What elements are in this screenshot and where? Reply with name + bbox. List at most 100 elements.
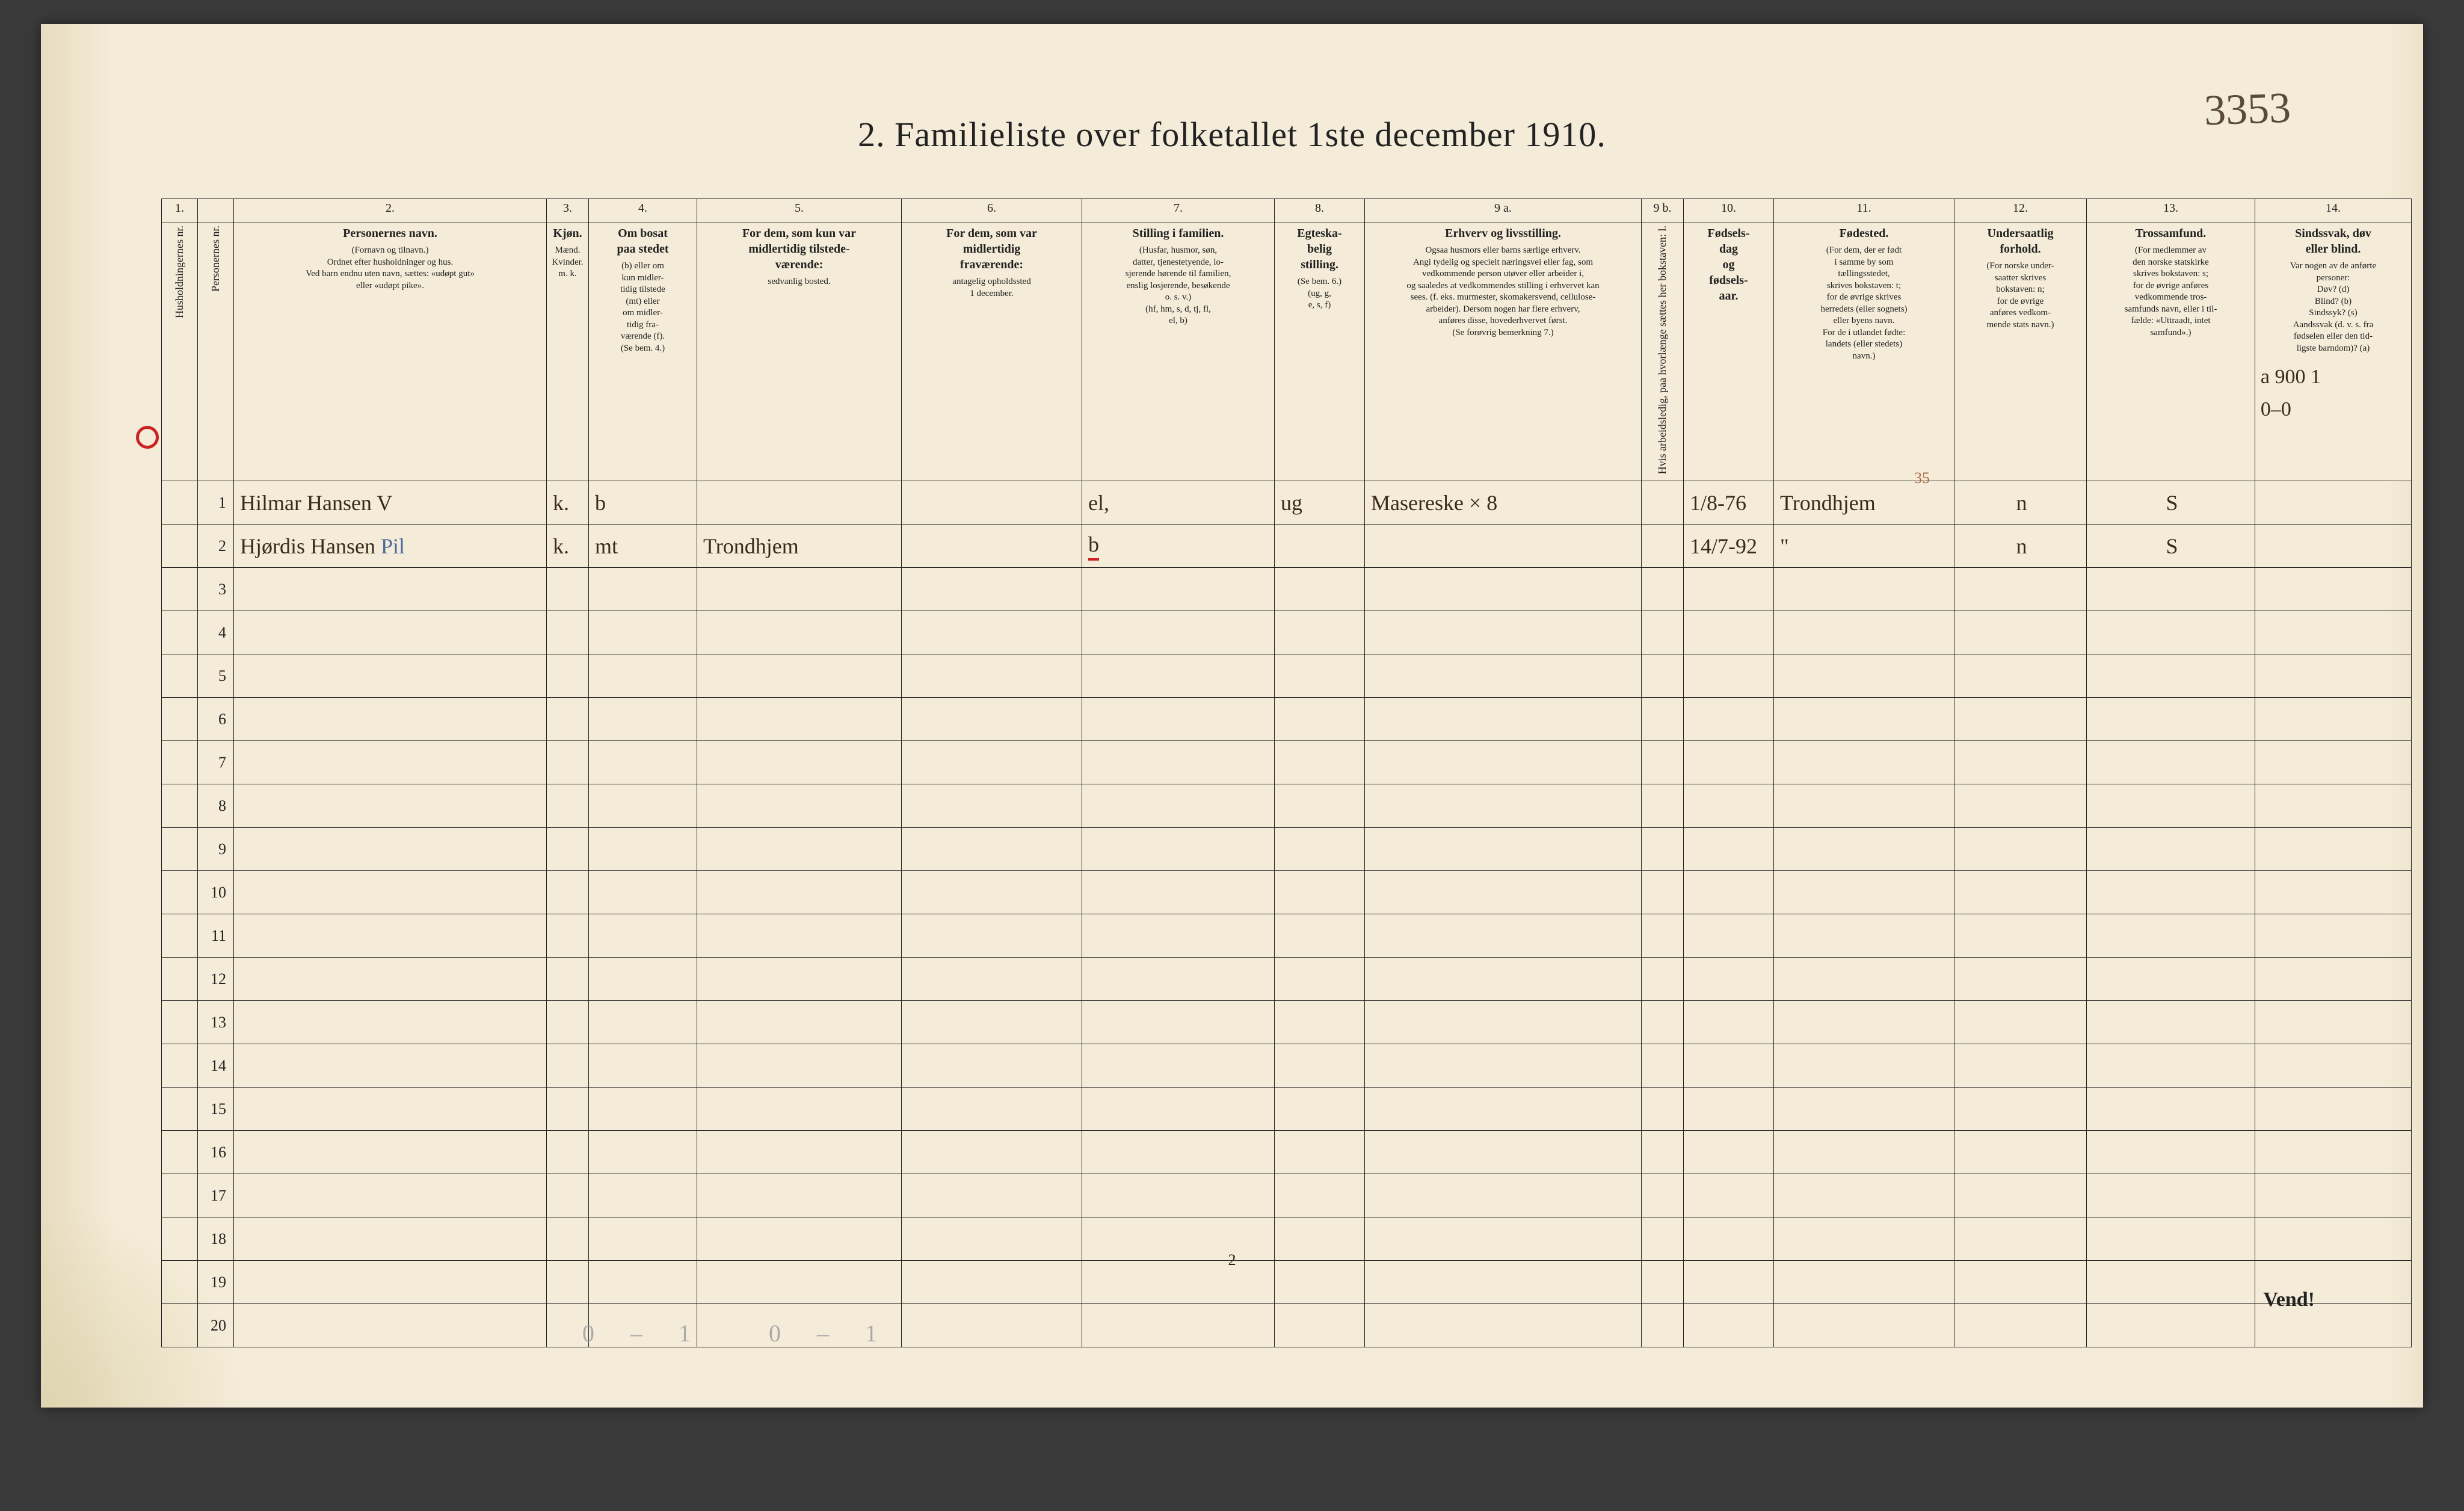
table-cell (1774, 568, 1954, 611)
table-cell (1774, 1174, 1954, 1217)
table-cell (1642, 611, 1684, 654)
table-cell (2087, 741, 2255, 784)
table-cell (1082, 914, 1275, 958)
col-person-nr: Personernes nr. (198, 223, 234, 481)
table-cell (1774, 784, 1954, 828)
table-cell (162, 568, 198, 611)
table-cell (1954, 611, 2087, 654)
table-cell (1684, 1304, 1774, 1347)
table-cell (162, 741, 198, 784)
table-cell (2087, 1088, 2255, 1131)
table-row: 6 (162, 698, 2412, 741)
table-cell (589, 784, 697, 828)
table-cell (902, 1217, 1082, 1261)
table-cell: 13 (198, 1001, 234, 1044)
table-row: 19 (162, 1261, 2412, 1304)
table-cell: 5 (198, 654, 234, 698)
table-cell: 8 (198, 784, 234, 828)
table-cell (1954, 784, 2087, 828)
table-cell (1642, 958, 1684, 1001)
table-cell (902, 784, 1082, 828)
col-bosat: Om bosat paa stedet (b) eller om kun mid… (589, 223, 697, 481)
col-fodselsdag: Fødsels- dag og fødsels- aar. (1684, 223, 1774, 481)
table-cell (902, 1001, 1082, 1044)
table-cell (902, 481, 1082, 525)
table-cell (589, 1044, 697, 1088)
table-cell (1642, 568, 1684, 611)
table-cell (1954, 568, 2087, 611)
table-cell: n (1954, 525, 2087, 568)
table-cell (1365, 1131, 1642, 1174)
table-cell (162, 654, 198, 698)
table-cell (1365, 1261, 1642, 1304)
table-cell (1365, 654, 1642, 698)
table-cell (2255, 1088, 2412, 1131)
table-cell (1275, 611, 1365, 654)
column-number: 10. (1684, 199, 1774, 223)
table-cell (1275, 914, 1365, 958)
table-cell (234, 1044, 547, 1088)
table-cell (1642, 1217, 1684, 1261)
table-cell (1642, 1044, 1684, 1088)
table-cell (234, 1088, 547, 1131)
table-cell (2087, 958, 2255, 1001)
table-cell (547, 871, 589, 914)
table-cell (1954, 958, 2087, 1001)
table-cell (1954, 1044, 2087, 1088)
table-cell (234, 784, 547, 828)
table-cell (1082, 698, 1275, 741)
table-row: 18 (162, 1217, 2412, 1261)
table-cell (902, 741, 1082, 784)
table-cell (589, 568, 697, 611)
table-cell (1082, 1174, 1275, 1217)
table-cell (2087, 1044, 2255, 1088)
table-cell (2087, 1261, 2255, 1304)
table-cell (1684, 741, 1774, 784)
table-cell (1774, 698, 1954, 741)
table-cell (162, 1304, 198, 1347)
table-cell (1365, 741, 1642, 784)
table-cell: 14/7-92 (1684, 525, 1774, 568)
table-cell (1642, 698, 1684, 741)
col-fravar: For dem, som var midlertidig fraværende:… (902, 223, 1082, 481)
table-cell (234, 1131, 547, 1174)
table-cell (1954, 741, 2087, 784)
table-cell (547, 1131, 589, 1174)
table-cell (1954, 828, 2087, 871)
table-cell (697, 741, 902, 784)
table-cell (1774, 611, 1954, 654)
table-cell (547, 784, 589, 828)
table-cell (1082, 741, 1275, 784)
table-cell (1684, 1174, 1774, 1217)
table-cell (902, 871, 1082, 914)
table-cell (589, 828, 697, 871)
table-cell (1365, 698, 1642, 741)
column-number: 1. (162, 199, 198, 223)
table-cell (162, 1174, 198, 1217)
column-number: 6. (902, 199, 1082, 223)
table-cell (902, 1304, 1082, 1347)
table-cell (162, 914, 198, 958)
table-cell (1642, 525, 1684, 568)
table-row: 15 (162, 1088, 2412, 1131)
table-cell (1275, 1001, 1365, 1044)
table-cell: 4 (198, 611, 234, 654)
page-number: 2 (1228, 1251, 1236, 1269)
table-cell (1642, 741, 1684, 784)
table-cell (1684, 958, 1774, 1001)
table-cell (1365, 914, 1642, 958)
table-cell (2255, 1001, 2412, 1044)
table-cell (1082, 654, 1275, 698)
table-row: 13 (162, 1001, 2412, 1044)
table-cell: 20 (198, 1304, 234, 1347)
table-cell: " (1774, 525, 1954, 568)
table-row: 5 (162, 654, 2412, 698)
table-cell (697, 1131, 902, 1174)
table-cell (2255, 611, 2412, 654)
table-cell (1365, 611, 1642, 654)
table-cell (1774, 654, 1954, 698)
table-row: 9 (162, 828, 2412, 871)
table-cell (1082, 958, 1275, 1001)
table-cell (697, 828, 902, 871)
census-table-wrap: 1.2.3.4.5.6.7.8.9 a.9 b.10.11.12.13.14. … (161, 198, 2327, 1239)
